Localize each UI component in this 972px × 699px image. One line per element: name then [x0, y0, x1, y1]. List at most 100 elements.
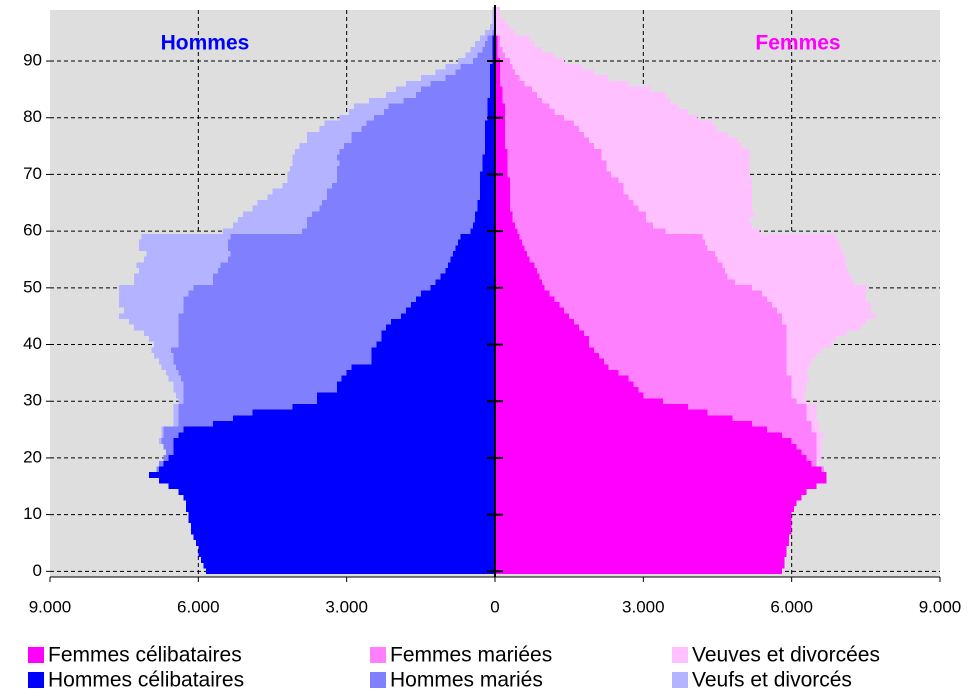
- bar: [495, 370, 619, 376]
- legend-swatch: [28, 672, 44, 688]
- bar: [495, 381, 634, 388]
- bar: [762, 290, 866, 297]
- bar: [339, 148, 486, 155]
- bar: [499, 58, 510, 64]
- y-tick-label: 40: [23, 334, 42, 353]
- bar: [601, 148, 750, 155]
- bar: [707, 409, 807, 416]
- bar: [524, 80, 629, 87]
- bar: [495, 211, 513, 217]
- bar: [480, 194, 495, 200]
- bar: [129, 319, 179, 325]
- bar: [485, 126, 495, 132]
- bar: [495, 97, 503, 104]
- bar: [801, 449, 817, 456]
- bar: [171, 347, 372, 354]
- bar: [477, 199, 495, 206]
- bar: [584, 330, 787, 337]
- bar: [161, 364, 177, 371]
- bar: [606, 160, 750, 166]
- bar: [495, 466, 822, 473]
- bar: [319, 126, 362, 132]
- y-tick-label: 50: [23, 277, 42, 296]
- bar: [220, 262, 449, 268]
- bar: [529, 256, 718, 263]
- bar: [534, 262, 723, 268]
- bar: [495, 131, 505, 138]
- bar: [455, 245, 495, 251]
- bar: [415, 296, 495, 303]
- bar: [230, 233, 461, 240]
- bar: [495, 245, 525, 251]
- bar: [292, 404, 495, 410]
- bar: [148, 472, 495, 478]
- bar: [499, 41, 535, 47]
- bar: [470, 46, 483, 53]
- bar: [579, 126, 718, 132]
- bar: [791, 375, 809, 382]
- bar: [475, 216, 495, 223]
- bar: [119, 290, 189, 297]
- bar: [786, 330, 847, 337]
- bar: [495, 443, 797, 450]
- bar: [475, 211, 495, 217]
- bar: [299, 143, 345, 149]
- bar: [766, 296, 866, 303]
- bar: [601, 154, 750, 161]
- bar: [492, 41, 495, 47]
- bar: [495, 551, 787, 558]
- bar: [178, 421, 214, 427]
- bar: [623, 188, 753, 195]
- bar: [495, 319, 575, 325]
- bar: [339, 160, 483, 166]
- bar: [507, 160, 607, 166]
- bar: [791, 387, 807, 393]
- bar: [504, 126, 580, 132]
- bar: [460, 233, 495, 240]
- bar: [406, 80, 431, 87]
- bar: [495, 528, 792, 535]
- bar: [781, 313, 876, 320]
- bar: [512, 63, 582, 70]
- bar: [487, 103, 495, 110]
- bar: [502, 46, 542, 53]
- bar: [430, 284, 495, 291]
- bar: [504, 120, 575, 127]
- bar: [163, 460, 495, 467]
- bar: [163, 426, 184, 433]
- legend-label: Hommes mariés: [390, 669, 543, 692]
- bar: [786, 370, 807, 376]
- bar: [450, 256, 495, 263]
- bar: [371, 347, 495, 354]
- bar: [495, 489, 807, 495]
- bar: [485, 143, 495, 149]
- bar: [519, 233, 703, 240]
- bar: [497, 52, 505, 59]
- bar: [336, 171, 481, 178]
- bar: [495, 154, 508, 161]
- bar: [495, 500, 797, 507]
- legend-swatch: [28, 647, 44, 663]
- bar: [178, 313, 402, 320]
- bar: [183, 302, 411, 308]
- bar: [317, 398, 495, 405]
- bar: [537, 267, 725, 274]
- bar: [307, 222, 473, 229]
- bar: [588, 137, 738, 144]
- bar: [806, 409, 817, 416]
- bar: [153, 353, 174, 359]
- bar: [477, 205, 495, 212]
- bar: [396, 86, 421, 93]
- bar: [267, 194, 327, 200]
- bar: [495, 177, 510, 183]
- bar: [490, 80, 495, 87]
- bar: [415, 92, 491, 98]
- bar: [495, 143, 505, 149]
- bar: [495, 353, 599, 359]
- bar: [361, 126, 486, 132]
- bar: [554, 296, 767, 303]
- bar: [495, 313, 570, 320]
- bar: [376, 341, 495, 348]
- bar: [346, 370, 495, 376]
- bar: [495, 387, 639, 393]
